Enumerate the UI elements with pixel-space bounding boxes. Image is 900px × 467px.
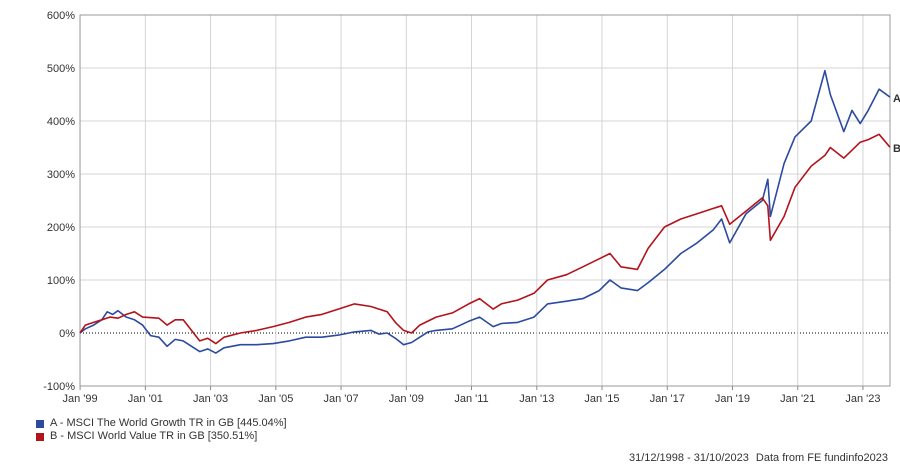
y-tick-label: 200% bbox=[47, 222, 75, 234]
x-tick-label: Jan '21 bbox=[780, 393, 815, 405]
x-tick-label: Jan '11 bbox=[454, 393, 488, 405]
footer: 31/12/1998 - 31/10/2023 Data from FE fun… bbox=[629, 452, 888, 464]
y-tick-label: 0% bbox=[59, 328, 75, 340]
y-tick-label: 100% bbox=[47, 275, 75, 287]
x-tick-label: Jan '05 bbox=[258, 393, 293, 405]
x-tick-label: Jan '07 bbox=[323, 393, 358, 405]
x-tick-label: Jan '09 bbox=[389, 393, 424, 405]
legend: A - MSCI The World Growth TR in GB [445.… bbox=[36, 417, 287, 443]
legend-label-a: A - MSCI The World Growth TR in GB [445.… bbox=[50, 417, 287, 429]
y-tick-label: 300% bbox=[47, 169, 75, 181]
x-tick-label: Jan '03 bbox=[193, 393, 228, 405]
series-line-b bbox=[79, 133, 891, 345]
x-tick-label: Jan '01 bbox=[128, 393, 163, 405]
legend-swatch-b bbox=[36, 432, 44, 441]
legend-swatch-a bbox=[36, 419, 44, 428]
x-tick-label: Jan '99 bbox=[63, 393, 98, 405]
plot-frame bbox=[79, 14, 891, 387]
x-tick-label: Jan '15 bbox=[584, 393, 619, 405]
series-end-label-b: B bbox=[893, 143, 900, 155]
x-tick-label: Jan '19 bbox=[715, 393, 750, 405]
footer-date-range: 31/12/1998 - 31/10/2023 bbox=[628, 452, 749, 464]
y-tick-label: 500% bbox=[47, 63, 75, 75]
legend-item-a[interactable]: A - MSCI The World Growth TR in GB [445.… bbox=[36, 417, 287, 430]
performance-chart: 600% 500% 400% 300% 200% 100% 0% -100%Jan '99 Ja… bbox=[43, 10, 900, 405]
x-tick-label: Jan '17 bbox=[650, 393, 685, 405]
y-tick-label: 400% bbox=[47, 116, 75, 128]
x-tick-label: Jan '13 bbox=[519, 393, 554, 405]
y-tick-label: -100% bbox=[43, 381, 75, 393]
legend-item-b[interactable]: B - MSCI World Value TR in GB [350.51%] bbox=[36, 430, 287, 443]
series-line-a bbox=[79, 69, 891, 354]
x-tick-label: Jan '23 bbox=[845, 393, 880, 405]
footer-source: Data from FE fundinfo2023 bbox=[755, 452, 888, 464]
legend-label-b: B - MSCI World Value TR in GB [350.51%] bbox=[50, 430, 258, 442]
series-end-label-a: A bbox=[893, 93, 900, 105]
y-tick-label: 600% bbox=[47, 10, 75, 22]
